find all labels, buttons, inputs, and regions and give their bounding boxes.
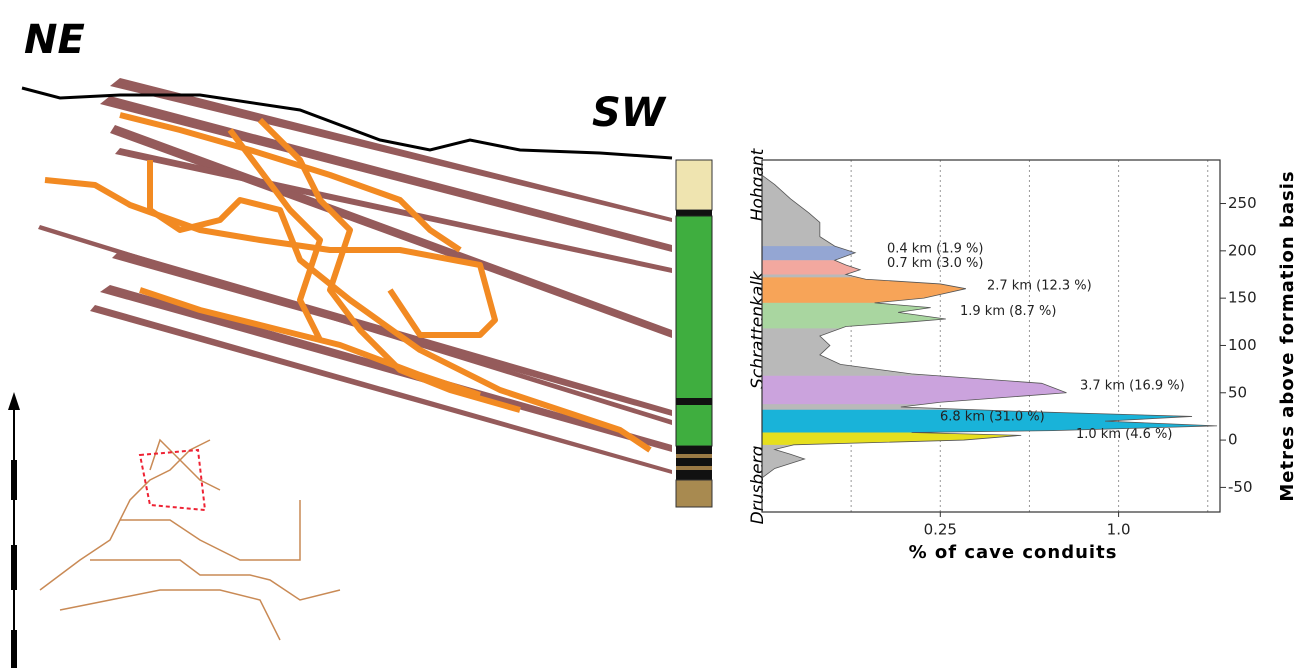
terrain-line [21, 86, 673, 160]
y-tick-label: 50 [1228, 383, 1247, 401]
band-label: 3.7 km (16.9 %) [1080, 378, 1185, 393]
cross-section: NE SW [21, 17, 673, 474]
y-axis-label: Metres above formation basis [1277, 170, 1298, 501]
y-tick-label: 250 [1228, 194, 1257, 212]
conduit-band [762, 432, 1022, 445]
x-axis-label: % of cave conduits [909, 542, 1118, 563]
y-tick-label: 0 [1228, 431, 1238, 449]
cave-conduits [44, 112, 652, 453]
y-tick-label: 200 [1228, 241, 1257, 259]
profile-line [761, 174, 1218, 479]
y-tick-label: 150 [1228, 289, 1257, 307]
band-label: 1.9 km (8.7 %) [960, 304, 1056, 319]
sw-label: SW [592, 90, 667, 136]
scale-bar [8, 392, 20, 668]
band-label: 2.7 km (12.3 %) [987, 279, 1092, 294]
conduit-band [762, 302, 946, 329]
x-tick-label: 0.25 [924, 521, 957, 539]
plot-frame [761, 159, 1221, 513]
conduit-band [762, 409, 1218, 433]
band-label: 0.7 km (3.0 %) [887, 256, 983, 271]
conduit-band [762, 246, 856, 261]
band-label: 1.0 km (4.6 %) [1076, 427, 1172, 442]
band-label: 6.8 km (31.0 %) [940, 410, 1045, 425]
plan-map [39, 438, 341, 641]
x-tick-label: 1.0 [1107, 521, 1131, 539]
strat-column: Hohgant Schrattenkalk Drusberg [675, 147, 768, 524]
conduit-band [762, 277, 966, 303]
y-tick-label: 100 [1228, 336, 1257, 354]
band-label: 0.4 km (1.9 %) [887, 242, 983, 257]
conduit-band [762, 375, 1067, 405]
conduit-band [762, 260, 861, 275]
ne-label: NE [24, 17, 85, 63]
y-tick-label: -50 [1228, 478, 1253, 496]
chart: % of cave conduits Metres above formatio… [761, 159, 1298, 563]
